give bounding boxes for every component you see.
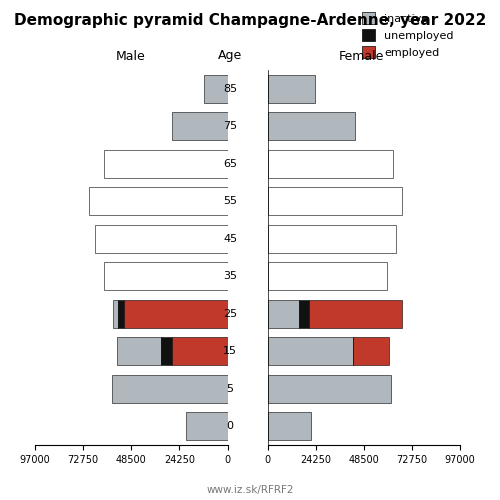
Text: 15: 15 [223, 346, 237, 356]
Bar [118, 337, 161, 366]
Bar [268, 337, 353, 366]
Text: 25: 25 [223, 308, 237, 319]
Text: www.iz.sk/RFRF2: www.iz.sk/RFRF2 [206, 485, 294, 495]
Bar [268, 300, 300, 328]
Bar [112, 374, 228, 403]
Bar [309, 300, 402, 328]
Bar [268, 262, 386, 290]
Text: 35: 35 [223, 271, 237, 281]
Text: Female: Female [338, 50, 384, 62]
Bar [268, 224, 396, 253]
Bar [118, 300, 124, 328]
Bar [353, 337, 388, 366]
Legend: inactive, unemployed, employed: inactive, unemployed, employed [358, 8, 458, 62]
Text: Demographic pyramid Champagne-Ardenne, year 2022: Demographic pyramid Champagne-Ardenne, y… [14, 12, 486, 28]
Bar [124, 300, 228, 328]
Bar [172, 337, 228, 366]
Bar [172, 112, 228, 140]
Bar [268, 187, 402, 216]
Text: 5: 5 [226, 384, 234, 394]
Text: 65: 65 [223, 159, 237, 169]
Bar [268, 112, 355, 140]
Bar [88, 187, 228, 216]
Text: 0: 0 [226, 421, 234, 431]
Bar [204, 74, 228, 103]
Bar [161, 337, 172, 366]
Bar [94, 224, 228, 253]
Text: 45: 45 [223, 234, 237, 244]
Bar [300, 300, 309, 328]
Bar [114, 300, 118, 328]
Text: Age: Age [218, 50, 242, 62]
Bar [268, 150, 392, 178]
Bar [104, 262, 228, 290]
Bar [268, 74, 315, 103]
Text: 85: 85 [223, 84, 237, 94]
Bar [186, 412, 228, 440]
Text: Male: Male [116, 50, 146, 62]
Bar [268, 412, 311, 440]
Text: 55: 55 [223, 196, 237, 206]
Bar [104, 150, 228, 178]
Bar [268, 374, 390, 403]
Text: 75: 75 [223, 122, 237, 132]
